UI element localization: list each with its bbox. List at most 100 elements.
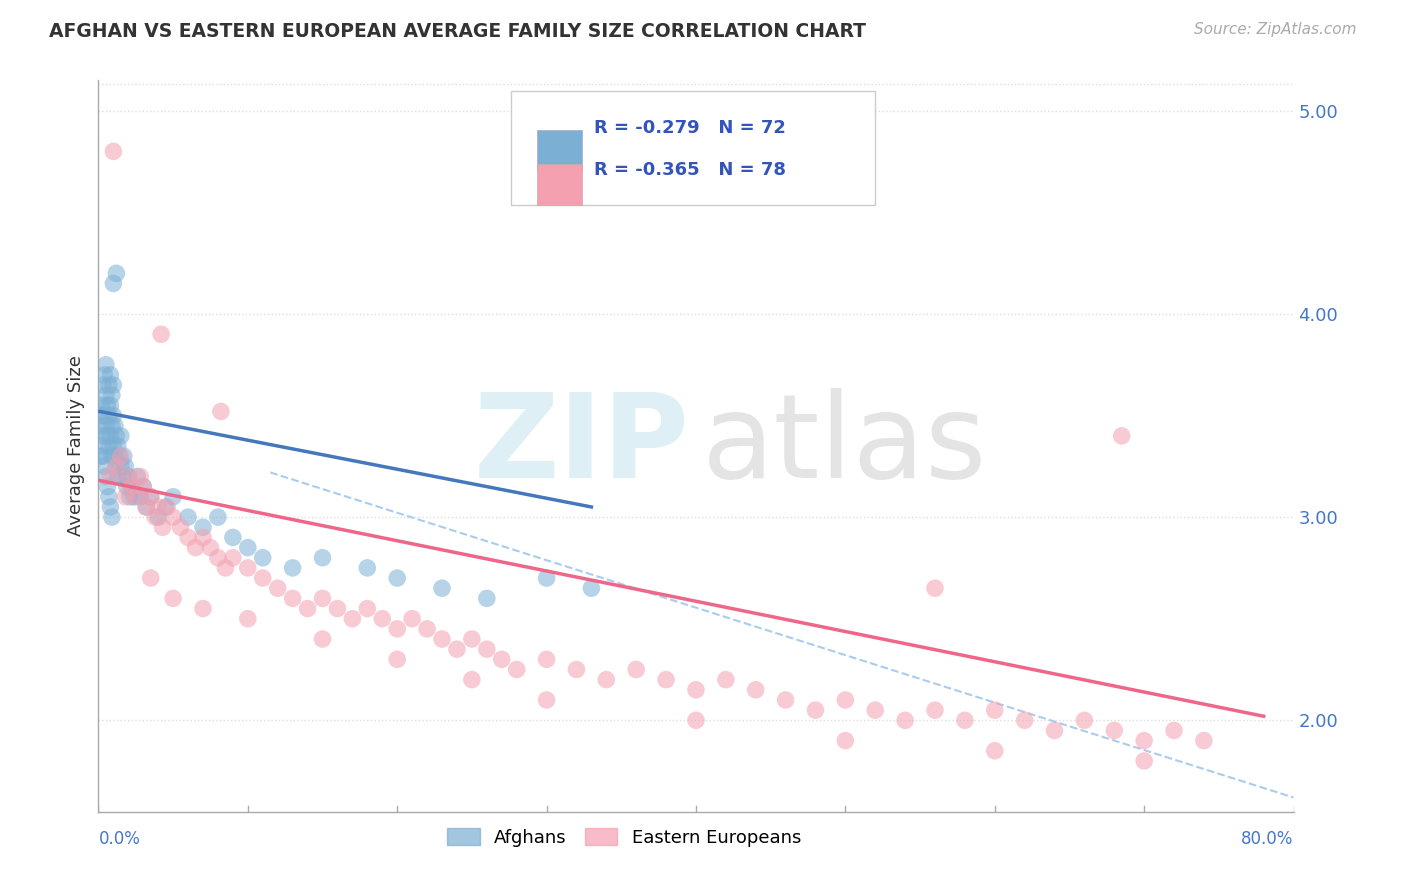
Point [685,714,707,728]
Point [685,682,707,697]
Point [96,429,118,443]
Point [385,571,409,585]
Point [110,459,132,474]
Point [200,541,222,555]
Text: R = -0.279   N = 72: R = -0.279 N = 72 [595,120,786,137]
Point [865,703,887,717]
Point [97,490,120,504]
FancyBboxPatch shape [510,91,875,204]
Point [834,693,856,707]
Point [626,663,648,677]
Point [924,581,946,595]
Point [311,550,333,565]
Point [222,550,245,565]
Bar [537,164,582,204]
Point [148,500,170,514]
Point [430,581,453,595]
Point [132,480,155,494]
Point [118,490,141,504]
Point [132,480,155,494]
Point [581,581,603,595]
Point [475,642,498,657]
Point [115,480,138,494]
Point [111,469,134,483]
Point [93,459,115,474]
Point [506,663,529,677]
Point [1043,723,1066,738]
Point [96,398,118,412]
Bar [537,130,582,170]
Point [1133,754,1156,768]
Text: R = -0.365   N = 78: R = -0.365 N = 78 [595,161,786,178]
Point [953,714,976,728]
Point [105,459,128,474]
Point [356,561,378,575]
Point [191,601,214,615]
Point [281,561,304,575]
Point [984,703,1007,717]
Point [236,612,259,626]
Point [89,449,111,463]
Point [148,510,170,524]
Point [105,266,128,280]
Point [745,682,768,697]
Point [311,591,333,606]
Point [94,469,117,483]
Point [152,520,174,534]
Point [125,490,148,504]
Point [117,469,139,483]
Text: atlas: atlas [702,389,987,503]
Point [139,490,162,504]
Point [834,733,856,747]
Point [207,510,229,524]
Point [103,145,125,159]
Point [984,744,1007,758]
Point [184,541,207,555]
Point [162,490,184,504]
Point [89,418,111,433]
Point [371,612,394,626]
Point [143,510,166,524]
Point [461,673,484,687]
Point [385,652,409,666]
Point [98,469,122,483]
Point [385,622,409,636]
Point [214,561,236,575]
Point [98,368,122,382]
Point [430,632,453,646]
Point [1163,723,1185,738]
Point [120,480,142,494]
Point [565,663,588,677]
Point [311,632,333,646]
Point [150,327,173,342]
Point [94,418,117,433]
Y-axis label: Average Family Size: Average Family Size [66,356,84,536]
Point [162,510,184,524]
Point [101,418,124,433]
Point [536,652,558,666]
Point [207,550,229,565]
Point [104,449,127,463]
Point [252,571,274,585]
Point [90,398,112,412]
Text: Source: ZipAtlas.com: Source: ZipAtlas.com [1194,22,1357,37]
Point [94,388,117,402]
Point [103,409,125,423]
Point [536,693,558,707]
Point [94,358,117,372]
Point [97,378,120,392]
Point [91,449,114,463]
Point [416,622,439,636]
Point [97,439,120,453]
Point [461,632,484,646]
Point [924,703,946,717]
Point [191,520,214,534]
Point [1192,733,1215,747]
Point [108,449,131,463]
Point [177,510,200,524]
Point [98,398,122,412]
Point [91,378,114,392]
Legend: Afghans, Eastern Europeans: Afghans, Eastern Europeans [440,822,808,854]
Point [107,469,129,483]
Point [236,561,259,575]
